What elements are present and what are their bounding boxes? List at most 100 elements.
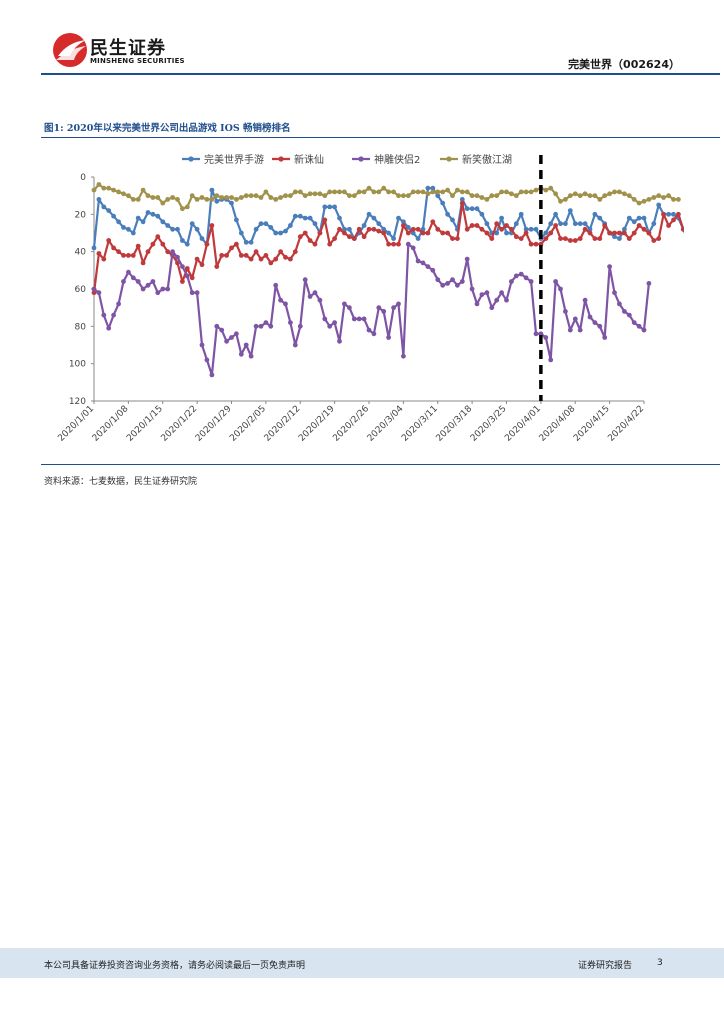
series-2-point (214, 323, 220, 329)
series-3-point (194, 197, 200, 202)
series-0-point (135, 215, 141, 221)
x-tick-label: 2020/4/22 (606, 404, 646, 444)
series-1-point (563, 236, 568, 241)
series-0-point (592, 211, 598, 217)
series-2-point (347, 305, 352, 311)
series-1-point (126, 253, 131, 258)
series-2-point (209, 372, 215, 378)
minsheng-logo (53, 33, 87, 67)
series-1-point (455, 236, 460, 241)
series-2-point (135, 279, 141, 284)
series-1-point (543, 236, 549, 241)
series-1-point (366, 226, 372, 232)
series-2-point (312, 290, 318, 296)
series-3-point (199, 195, 205, 200)
series-1-point (121, 253, 126, 258)
series-2-point (489, 305, 495, 311)
series-0-point (150, 211, 156, 217)
series-3-point (376, 189, 382, 195)
series-2-point (327, 323, 333, 329)
series-0-point (258, 221, 264, 227)
series-0-point (155, 213, 161, 219)
series-0-point (307, 215, 313, 221)
series-1-point (292, 249, 298, 255)
series-1-point (356, 226, 362, 232)
series-1-point (155, 234, 161, 240)
series-2-point (430, 267, 436, 273)
series-3-point (273, 197, 279, 202)
series-3-point (288, 193, 293, 199)
series-2-point (548, 357, 554, 363)
series-1-point (396, 241, 401, 247)
series-1-point (656, 236, 662, 241)
series-2-point (180, 264, 185, 269)
series-2-point (224, 338, 230, 344)
series-0-point (386, 230, 391, 236)
series-2-point (567, 327, 573, 333)
series-2-point (597, 323, 603, 329)
series-2-point (175, 254, 180, 260)
series-0-point (553, 211, 558, 217)
series-2-point (229, 335, 234, 340)
series-3-point (563, 197, 568, 202)
series-2-point (617, 301, 622, 307)
series-3-point (410, 189, 416, 195)
series-0-point (121, 225, 126, 230)
series-2-point (91, 286, 97, 292)
series-2-point (356, 316, 362, 322)
series-1-point (592, 236, 598, 241)
series-2-point (558, 286, 563, 292)
series-1-point (391, 241, 396, 247)
series-0-point (111, 213, 116, 219)
series-1-point (234, 241, 239, 247)
series-1-point (523, 230, 529, 236)
series-1-point (415, 226, 421, 232)
series-0-point (273, 230, 279, 236)
series-3-point (165, 197, 171, 202)
legend-marker-3 (446, 156, 452, 162)
series-3-point (420, 189, 426, 195)
series-2-point (484, 290, 490, 296)
series-2-point (455, 282, 460, 288)
series-3-point (553, 191, 558, 197)
series-3-point (459, 189, 465, 195)
series-1-point (130, 253, 136, 258)
series-1-point (553, 223, 558, 228)
series-3-point (455, 187, 460, 193)
series-3-point (337, 189, 342, 195)
chart-plot (91, 155, 684, 401)
series-0-point (263, 221, 269, 227)
series-3-point (622, 191, 627, 197)
series-1-point (558, 236, 563, 241)
series-2-point (410, 245, 416, 251)
series-2-point (126, 269, 131, 275)
series-3-point (651, 195, 657, 200)
series-3-point (121, 191, 126, 197)
series-1-point (459, 200, 465, 206)
series-2-point (405, 241, 411, 247)
series-0-point (297, 213, 303, 219)
series-1-point (572, 238, 578, 243)
series-0-point (587, 226, 593, 232)
series-2-point (592, 320, 598, 325)
series-0-point (671, 211, 676, 217)
series-3-point (297, 189, 303, 195)
x-tick-label: 2020/4/08 (538, 404, 578, 444)
legend-marker-2 (358, 156, 364, 162)
series-3-point (523, 189, 529, 195)
series-3-point (440, 189, 446, 195)
series-0-point (410, 230, 416, 236)
series-2-point (322, 316, 328, 322)
figure-source: 资料来源：七麦数据，民生证券研究院 (44, 477, 198, 487)
series-1-point (248, 256, 254, 262)
x-tick-label: 2020/1/08 (91, 404, 131, 444)
logo-name: 民生证券 (90, 38, 166, 59)
series-0-point (116, 219, 121, 225)
series-1-point (165, 249, 171, 255)
series-3-point (617, 189, 622, 195)
series-0-point (469, 206, 475, 212)
series-1-point (238, 253, 244, 258)
series-3-point (401, 193, 406, 199)
series-3-point (631, 197, 637, 202)
series-3-point (263, 189, 269, 195)
